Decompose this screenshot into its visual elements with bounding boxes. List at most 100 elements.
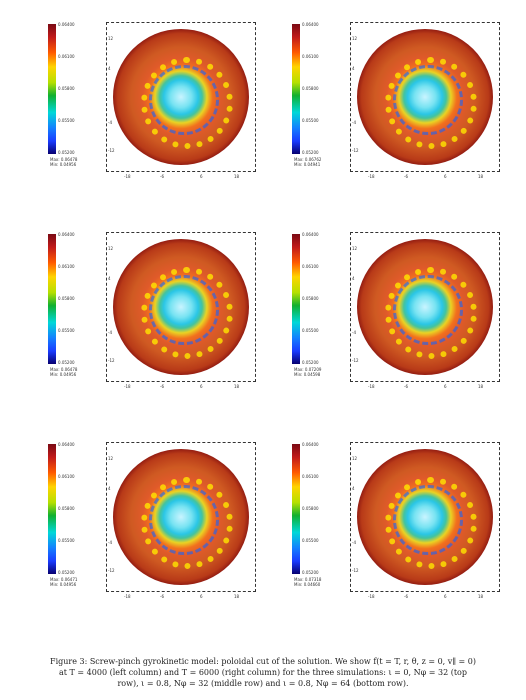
- x-tick-label: -18: [124, 174, 131, 179]
- colorbar-tick-label: 0.05800: [302, 86, 319, 91]
- colorbar-tick-label: 0.05800: [302, 296, 319, 301]
- y-tick-label: 12: [352, 246, 358, 251]
- x-tick-label: -6: [404, 594, 408, 599]
- min-value: Min: 0.04956: [50, 372, 77, 377]
- panel-bottom-left: 0.06400 0.06100 0.05800 0.05500 0.05200 Max: …: [38, 442, 258, 602]
- plot-frame: [350, 232, 500, 382]
- caption-line-3: row), ι = 0.8, Nφ = 32 (middle row) and …: [117, 679, 409, 688]
- colorbar-tick-label: 0.06100: [58, 474, 75, 479]
- max-min-readout: Max: 0.06762 Min: 0.04941: [294, 157, 321, 167]
- y-tick-label: -4: [352, 540, 356, 545]
- vortex-band: [141, 267, 233, 359]
- vortex-band-inner: [149, 275, 219, 345]
- y-tick-label: -4: [352, 120, 356, 125]
- colorbar-tick-label: 0.05800: [302, 506, 319, 511]
- y-tick-label: 4: [352, 486, 355, 491]
- y-tick-label: -4: [108, 540, 112, 545]
- panel-middle-left: 0.06400 0.06100 0.05800 0.05500 0.05200 Max: …: [38, 232, 258, 392]
- x-tick-label: 6: [200, 384, 203, 389]
- max-min-readout: Max: 0.06471 Min: 0.04956: [50, 577, 77, 587]
- colorbar: [48, 234, 56, 364]
- max-min-readout: Max: 0.06478 Min: 0.04956: [50, 367, 77, 377]
- y-tick-label: 4: [352, 276, 355, 281]
- colorbar-tick-label: 0.05500: [58, 118, 75, 123]
- colorbar-tick-label: 0.05500: [58, 538, 75, 543]
- y-tick-label: -12: [108, 358, 115, 363]
- y-tick-label: -4: [352, 330, 356, 335]
- max-min-readout: Max: 0.07209 Min: 0.04598: [294, 367, 321, 377]
- colorbar: [292, 24, 300, 154]
- x-tick-label: 18: [234, 384, 240, 389]
- x-tick-label: -18: [124, 384, 131, 389]
- y-tick-label: -12: [352, 148, 359, 153]
- poloidal-cut-disk: [113, 239, 249, 375]
- colorbar-tick-label: 0.05200: [302, 570, 319, 575]
- colorbar-tick-label: 0.05500: [302, 118, 319, 123]
- colorbar-tick-label: 0.06400: [302, 442, 319, 447]
- vortex-band-inner: [149, 65, 219, 135]
- y-tick-label: -12: [352, 358, 359, 363]
- x-tick-label: -18: [368, 594, 375, 599]
- figure-caption: Figure 3: Screw-pinch gyrokinetic model:…: [38, 656, 488, 689]
- x-tick-label: 18: [478, 594, 484, 599]
- colorbar-tick-label: 0.06100: [58, 54, 75, 59]
- vortex-band: [141, 57, 233, 149]
- y-tick-label: 12: [108, 246, 114, 251]
- y-tick-label: -12: [108, 148, 115, 153]
- x-tick-label: -6: [404, 384, 408, 389]
- colorbar: [292, 234, 300, 364]
- x-tick-label: 6: [444, 174, 447, 179]
- x-tick-label: -18: [368, 174, 375, 179]
- colorbar-tick-label: 0.05200: [302, 150, 319, 155]
- vortex-band: [385, 57, 477, 149]
- min-value: Min: 0.04956: [50, 162, 77, 167]
- x-tick-label: 18: [234, 594, 240, 599]
- y-tick-label: -4: [108, 330, 112, 335]
- poloidal-cut-disk: [357, 239, 493, 375]
- max-value: Max: 0.07318: [294, 577, 322, 582]
- colorbar-tick-label: 0.05200: [58, 150, 75, 155]
- panel-top-left: 0.06400 0.06100 0.05800 0.05500 0.05200 Max: …: [38, 22, 258, 182]
- max-value: Max: 0.06478: [50, 367, 78, 372]
- plot-frame: [106, 22, 256, 172]
- plot-frame: [350, 22, 500, 172]
- colorbar-tick-label: 0.05500: [302, 538, 319, 543]
- colorbar-tick-label: 0.06100: [58, 264, 75, 269]
- colorbar-tick-label: 0.06400: [58, 22, 75, 27]
- caption-line-2: at T = 4000 (left column) and T = 6000 (…: [59, 668, 467, 677]
- min-value: Min: 0.04660: [294, 582, 321, 587]
- x-tick-label: 18: [478, 174, 484, 179]
- y-tick-label: 4: [108, 276, 111, 281]
- y-tick-label: 12: [352, 456, 358, 461]
- min-value: Min: 0.04598: [294, 372, 321, 377]
- y-tick-label: 4: [108, 486, 111, 491]
- y-tick-label: 12: [352, 36, 358, 41]
- colorbar: [48, 444, 56, 574]
- colorbar-tick-label: 0.06400: [58, 442, 75, 447]
- max-min-readout: Max: 0.06478 Min: 0.04956: [50, 157, 77, 167]
- colorbar-tick-label: 0.06100: [302, 264, 319, 269]
- plot-frame: [106, 232, 256, 382]
- x-tick-label: -18: [124, 594, 131, 599]
- y-tick-label: 12: [108, 36, 114, 41]
- y-tick-label: -4: [108, 120, 112, 125]
- max-value: Max: 0.06478: [50, 157, 78, 162]
- x-tick-label: 18: [478, 384, 484, 389]
- poloidal-cut-disk: [113, 449, 249, 585]
- poloidal-cut-disk: [113, 29, 249, 165]
- vortex-band: [385, 477, 477, 569]
- vortex-band: [385, 267, 477, 359]
- vortex-band-inner: [393, 65, 463, 135]
- min-value: Min: 0.04956: [50, 582, 77, 587]
- colorbar-tick-label: 0.05200: [302, 360, 319, 365]
- max-value: Max: 0.06471: [50, 577, 78, 582]
- y-tick-label: -12: [108, 568, 115, 573]
- plot-frame: [350, 442, 500, 592]
- x-tick-label: 18: [234, 174, 240, 179]
- colorbar-tick-label: 0.05500: [302, 328, 319, 333]
- colorbar-tick-label: 0.05200: [58, 360, 75, 365]
- colorbar-tick-label: 0.05800: [58, 506, 75, 511]
- x-tick-label: -6: [160, 174, 164, 179]
- y-tick-label: 4: [108, 66, 111, 71]
- colorbar-tick-label: 0.06100: [302, 54, 319, 59]
